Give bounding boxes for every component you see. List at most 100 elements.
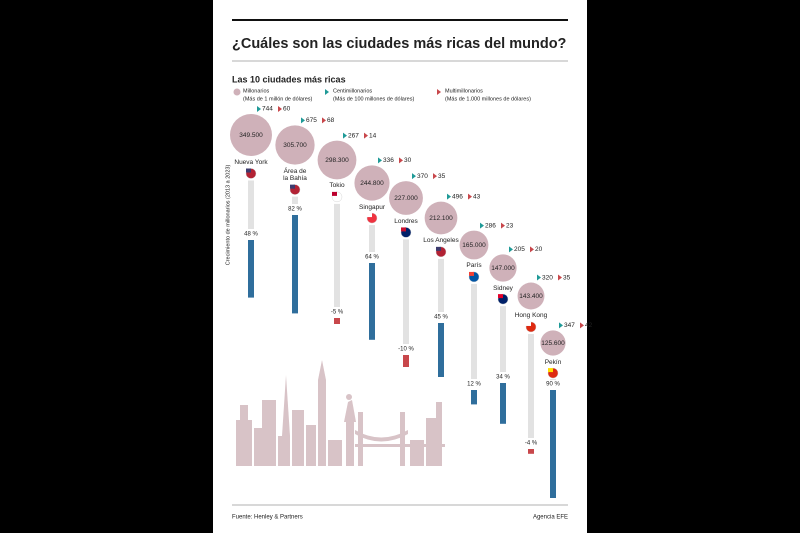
legend-icon — [301, 117, 305, 124]
growth-bar — [528, 449, 534, 454]
bubble-label: 125.600 — [541, 340, 565, 347]
legend-icon — [558, 274, 562, 281]
growth-bar — [438, 323, 444, 377]
city-label: Singapur — [358, 203, 386, 211]
bubble — [540, 330, 566, 356]
legend-swatch — [233, 88, 241, 96]
bubble — [517, 282, 545, 310]
flag — [498, 294, 503, 299]
city-label: París — [466, 262, 482, 270]
growth-bar — [403, 355, 409, 367]
count-label: 14 — [369, 132, 377, 139]
flag — [367, 213, 372, 218]
count-label: 68 — [327, 117, 335, 124]
bubble-label: 298.300 — [325, 157, 349, 164]
legend-icon — [325, 89, 329, 95]
bubble — [275, 125, 315, 165]
legend-icon — [433, 173, 437, 180]
legend-icon — [537, 274, 541, 281]
growth-label: 12 % — [467, 382, 481, 388]
legend-icon — [530, 246, 534, 253]
city-label: Pekín — [544, 358, 562, 366]
flag — [548, 368, 553, 373]
growth-bar — [292, 215, 298, 314]
growth-bar — [248, 240, 254, 298]
legend-icon — [447, 193, 451, 200]
growth-bar — [369, 263, 375, 340]
growth-bar — [500, 383, 506, 424]
flag — [469, 271, 474, 276]
count-label: 267 — [348, 132, 359, 139]
legend-icon — [501, 222, 505, 229]
legend-icon — [257, 106, 261, 112]
count-label: 286 — [485, 222, 496, 229]
growth-label: 64 % — [365, 255, 379, 261]
city-label: Hong Kong — [514, 312, 548, 320]
count-label: 60 — [283, 106, 291, 113]
bubble — [317, 140, 357, 180]
bubble-label: 349.500 — [239, 132, 263, 139]
growth-bar — [471, 390, 477, 405]
bubble — [459, 230, 489, 260]
growth-bar — [334, 318, 340, 324]
growth-label: 34 % — [496, 375, 510, 381]
bubble — [230, 114, 272, 156]
legend-icon — [580, 322, 584, 329]
legend-icon — [399, 157, 403, 164]
legend-description: (Más de 1 millón de dólares) — [243, 96, 313, 102]
bubble-label: 165.000 — [462, 242, 486, 249]
bubble-label: 305.700 — [283, 142, 307, 149]
flag — [332, 191, 337, 196]
legend-label: Centimillonarios — [333, 88, 372, 94]
city-label: Área de la Bahía — [283, 167, 307, 183]
source: Fuente: Henley & Partners — [232, 515, 303, 521]
count-label: 42 — [585, 322, 593, 329]
legend-description: (Más de 1.000 millones de dólares) — [445, 96, 531, 102]
legend-icon — [559, 322, 563, 329]
growth-bar — [550, 390, 556, 498]
city-label: Sidney — [493, 284, 513, 292]
bubble-label: 244.800 — [360, 180, 384, 187]
growth-label: -10 % — [398, 347, 414, 353]
legend-icon — [343, 132, 347, 139]
flag — [401, 227, 406, 232]
growth-label: -4 % — [525, 441, 538, 447]
bubble — [354, 165, 390, 201]
city-label: Nueva York — [234, 159, 268, 166]
growth-label: 82 % — [288, 207, 302, 213]
legend-icon — [364, 132, 368, 139]
legend-label: Millonarios — [243, 88, 270, 94]
skyline — [236, 360, 445, 466]
growth-label: 90 % — [546, 382, 560, 388]
bubble — [489, 254, 517, 282]
growth-label: 48 % — [244, 232, 258, 238]
count-label: 205 — [514, 246, 525, 253]
legend-icon — [322, 117, 326, 124]
legend-description: (Más de 100 millones de dólares) — [333, 96, 414, 102]
count-label: 336 — [383, 157, 394, 164]
flag — [436, 246, 441, 251]
bubble-label: 227.000 — [394, 195, 418, 202]
count-label: 30 — [404, 157, 412, 164]
legend-label: Multimillonarios — [445, 88, 483, 94]
bubble — [424, 201, 458, 235]
count-label: 496 — [452, 193, 463, 200]
legend-icon — [509, 246, 513, 253]
legend-icon — [412, 173, 416, 180]
flag — [246, 168, 251, 173]
flag — [290, 184, 295, 189]
count-label: 23 — [506, 222, 514, 229]
bubble-label: 147.000 — [491, 265, 515, 272]
city-label: Londres — [394, 217, 418, 225]
legend-icon — [278, 106, 282, 112]
y-axis-label: Crecimiento de millonarios (2013 a 2023) — [225, 165, 231, 266]
count-label: 347 — [564, 322, 575, 329]
count-label: 370 — [417, 173, 428, 180]
chart-title: ¿Cuáles son las ciudades más ricas del m… — [232, 36, 567, 52]
bubble — [389, 181, 423, 215]
city-label: Tokio — [329, 182, 345, 190]
count-label: 675 — [306, 117, 317, 124]
count-label: 35 — [438, 173, 446, 180]
